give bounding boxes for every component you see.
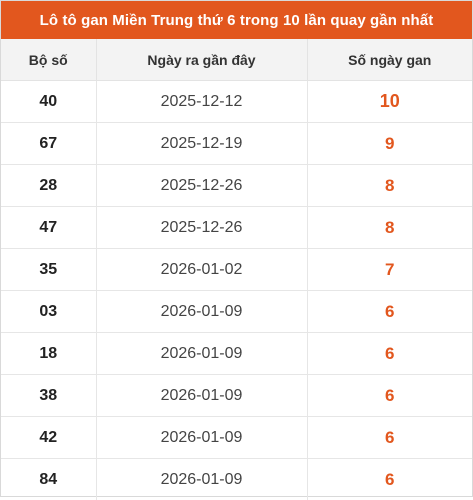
table-row: 38 2026-01-09 6 xyxy=(1,375,472,417)
cell-number: 40 xyxy=(1,81,96,123)
table-row: 84 2026-01-09 6 xyxy=(1,459,472,500)
cell-date: 2025-12-26 xyxy=(96,165,307,207)
table-row: 03 2026-01-09 6 xyxy=(1,291,472,333)
cell-days: 6 xyxy=(307,459,472,500)
table-row: 18 2026-01-09 6 xyxy=(1,333,472,375)
cell-date: 2026-01-09 xyxy=(96,459,307,500)
cell-days: 6 xyxy=(307,375,472,417)
cell-number: 84 xyxy=(1,459,96,500)
cell-number: 42 xyxy=(1,417,96,459)
cell-number: 28 xyxy=(1,165,96,207)
cell-number: 67 xyxy=(1,123,96,165)
cell-number: 47 xyxy=(1,207,96,249)
table-row: 35 2026-01-02 7 xyxy=(1,249,472,291)
table-row: 67 2025-12-19 9 xyxy=(1,123,472,165)
cell-date: 2026-01-09 xyxy=(96,417,307,459)
cell-date: 2025-12-19 xyxy=(96,123,307,165)
cell-date: 2025-12-12 xyxy=(96,81,307,123)
cell-number: 38 xyxy=(1,375,96,417)
table-row: 40 2025-12-12 10 xyxy=(1,81,472,123)
column-header-days: Số ngày gan xyxy=(307,39,472,81)
cell-days: 9 xyxy=(307,123,472,165)
cell-date: 2025-12-26 xyxy=(96,207,307,249)
cell-number: 18 xyxy=(1,333,96,375)
stats-table: Bộ số Ngày ra gần đây Số ngày gan 40 202… xyxy=(1,39,472,500)
panel-title: Lô tô gan Miền Trung thứ 6 trong 10 lần … xyxy=(1,1,472,39)
table-row: 28 2025-12-26 8 xyxy=(1,165,472,207)
cell-date: 2026-01-09 xyxy=(96,291,307,333)
cell-date: 2026-01-09 xyxy=(96,333,307,375)
cell-days: 7 xyxy=(307,249,472,291)
table-header-row: Bộ số Ngày ra gần đây Số ngày gan xyxy=(1,39,472,81)
table-row: 42 2026-01-09 6 xyxy=(1,417,472,459)
cell-date: 2026-01-09 xyxy=(96,375,307,417)
cell-date: 2026-01-02 xyxy=(96,249,307,291)
cell-days: 6 xyxy=(307,291,472,333)
column-header-number: Bộ số xyxy=(1,39,96,81)
cell-days: 10 xyxy=(307,81,472,123)
cell-days: 8 xyxy=(307,207,472,249)
table-row: 47 2025-12-26 8 xyxy=(1,207,472,249)
cell-number: 35 xyxy=(1,249,96,291)
cell-number: 03 xyxy=(1,291,96,333)
column-header-recent-date: Ngày ra gần đây xyxy=(96,39,307,81)
cell-days: 8 xyxy=(307,165,472,207)
cell-days: 6 xyxy=(307,417,472,459)
cell-days: 6 xyxy=(307,333,472,375)
